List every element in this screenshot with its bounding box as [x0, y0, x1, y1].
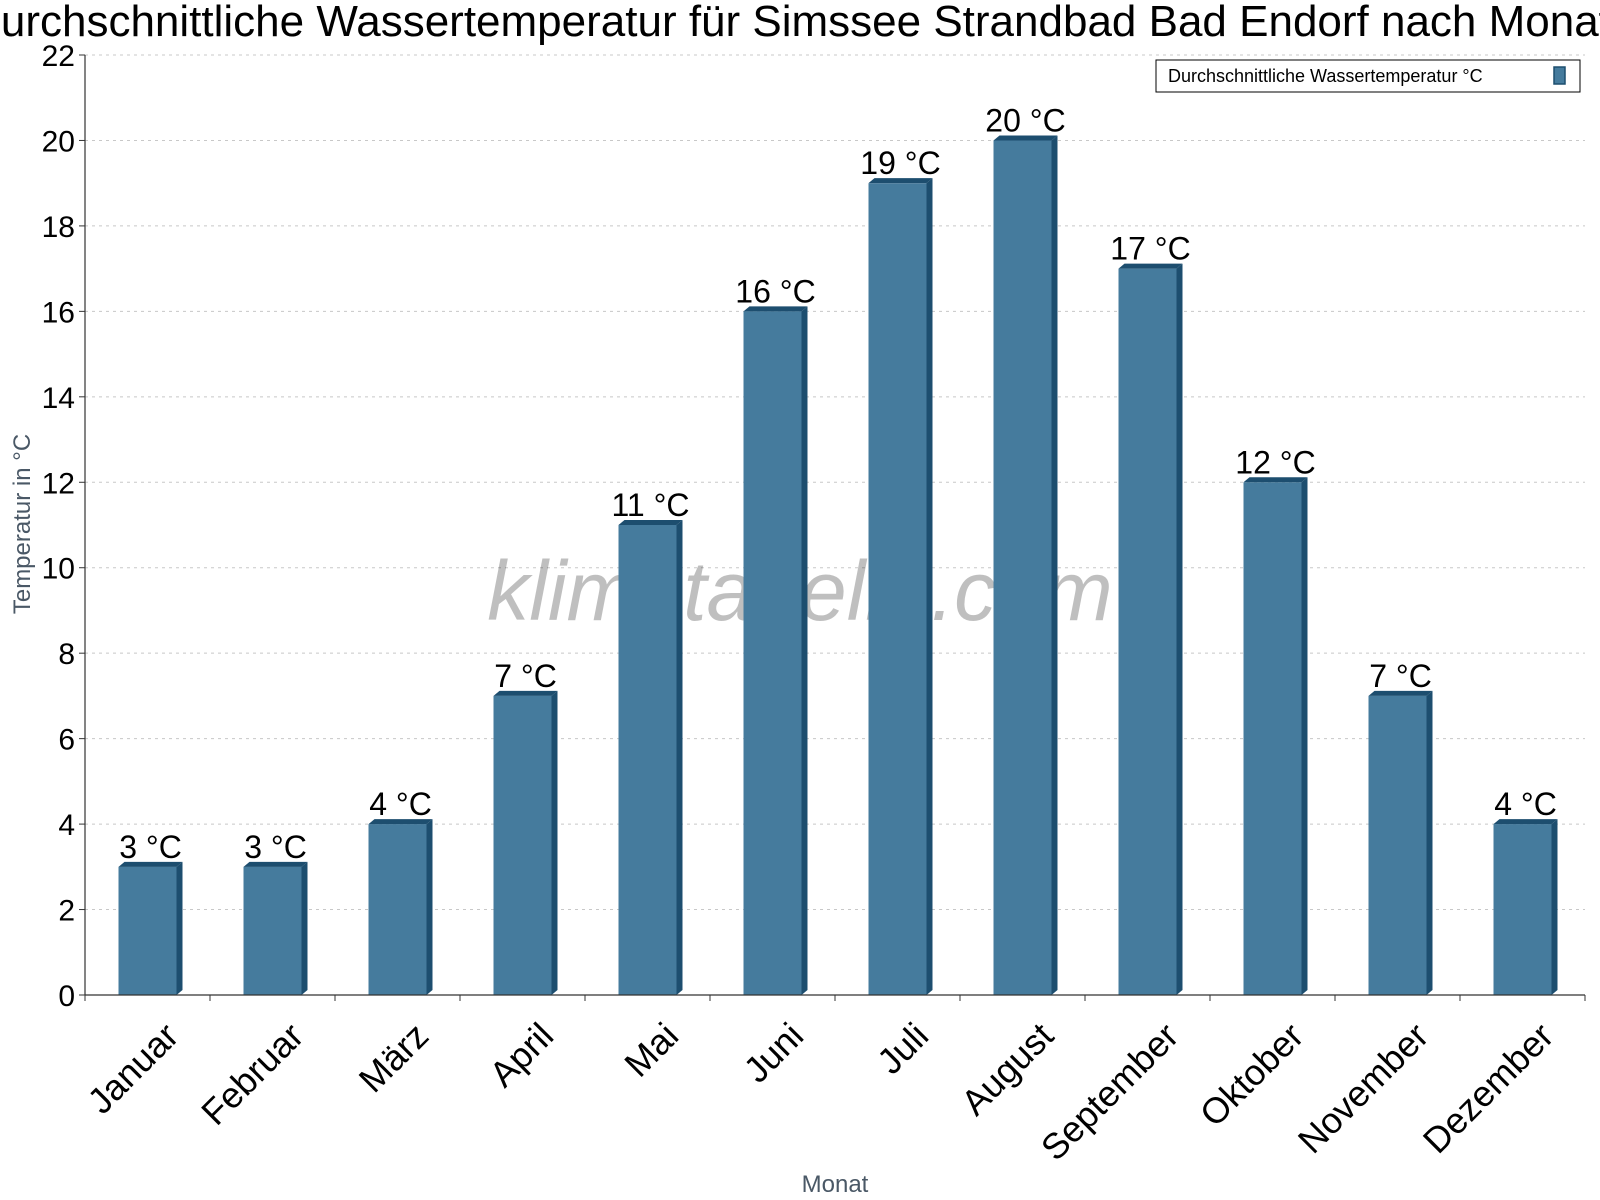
bar-side — [1051, 135, 1058, 996]
x-axis-title: Monat — [802, 1171, 869, 1198]
bar-front — [243, 866, 302, 995]
y-tick-label: 0 — [58, 980, 75, 1013]
y-tick-label: 14 — [42, 382, 75, 415]
x-tick-label: Juni — [736, 1015, 812, 1091]
bar-front — [1243, 482, 1302, 996]
bar-side — [676, 520, 683, 995]
y-tick-label: 20 — [42, 125, 75, 158]
data-label: 20 °C — [985, 102, 1065, 138]
data-label: 3 °C — [244, 829, 307, 865]
bar-side — [1176, 263, 1183, 995]
grid-lines — [85, 54, 1585, 911]
bar-top — [118, 861, 183, 867]
bar-top — [1243, 477, 1308, 483]
bar-front — [368, 824, 427, 995]
bar-front — [1118, 268, 1177, 995]
x-tick-label: August — [953, 1015, 1061, 1123]
bar-side — [801, 306, 808, 995]
x-tick-label: Juli — [869, 1015, 936, 1082]
x-tick-label: Februar — [193, 1015, 311, 1133]
y-tick-label: 8 — [58, 638, 75, 671]
bar — [868, 178, 933, 995]
x-tick-label: September — [1033, 1015, 1187, 1169]
bar-front — [118, 866, 177, 995]
y-tick-label: 12 — [42, 467, 75, 500]
bar — [243, 861, 308, 995]
x-tick-label: Mai — [616, 1015, 686, 1085]
data-label: 3 °C — [119, 829, 182, 865]
data-label: 4 °C — [369, 786, 432, 822]
y-tick-label: 22 — [42, 40, 75, 73]
legend-label: Durchschnittliche Wassertemperatur °C — [1168, 66, 1483, 86]
bar-top — [993, 135, 1058, 141]
data-label: 7 °C — [494, 658, 557, 694]
bar-top — [243, 861, 308, 867]
bar — [368, 819, 433, 995]
bar-top — [493, 690, 558, 696]
bar — [1368, 690, 1433, 995]
bar — [118, 861, 183, 995]
bar-side — [926, 178, 933, 995]
legend-box — [1155, 59, 1581, 93]
bar-side — [426, 819, 433, 995]
bar-front — [743, 311, 802, 995]
x-tick-label: Oktober — [1192, 1015, 1312, 1135]
x-tick-label: Januar — [79, 1015, 186, 1122]
data-label: 4 °C — [1494, 786, 1557, 822]
chart-title: Durchschnittliche Wassertemperatur für S… — [0, 0, 1600, 46]
data-labels: 3 °C 3 °C 4 °C 7 °C 11 °C 16 °C 19 °C 20 °C 17 °… — [119, 102, 1557, 864]
y-axis-title: Temperatur in °C — [9, 434, 36, 614]
y-tick-label: 6 — [58, 724, 75, 757]
data-label: 12 °C — [1235, 444, 1315, 480]
legend-swatch — [1553, 66, 1566, 85]
bar — [993, 135, 1058, 996]
bar-front — [1368, 695, 1427, 995]
bar — [743, 306, 808, 995]
x-tick-label: März — [351, 1015, 437, 1101]
bar-side — [176, 861, 183, 995]
bar-top — [868, 178, 933, 184]
bar-side — [1301, 477, 1308, 996]
data-label: 16 °C — [735, 273, 815, 309]
y-tick-label: 2 — [58, 895, 75, 928]
bar — [1118, 263, 1183, 995]
bar-top — [1118, 263, 1183, 269]
data-label: 19 °C — [860, 145, 940, 181]
data-label: 17 °C — [1110, 231, 1190, 267]
x-tick-label: Dezember — [1415, 1015, 1561, 1161]
bar-side — [1551, 819, 1558, 995]
bar-top — [618, 520, 683, 525]
y-tick-label: 18 — [42, 211, 75, 244]
bar-front — [993, 140, 1052, 996]
bar — [618, 520, 683, 995]
bar-front — [868, 183, 927, 995]
y-tick-label: 4 — [58, 809, 75, 842]
legend: Durchschnittliche Wassertemperatur °C — [1155, 59, 1581, 93]
bar-front — [493, 695, 552, 995]
bar-side — [1426, 690, 1433, 995]
x-tick-label: April — [481, 1015, 561, 1095]
bar-top — [368, 819, 433, 825]
data-label: 11 °C — [611, 487, 689, 523]
bar-side — [301, 861, 308, 995]
bar — [493, 690, 558, 995]
bar-top — [743, 306, 808, 312]
data-label: 7 °C — [1369, 658, 1432, 694]
x-tick-label: November — [1290, 1015, 1436, 1161]
bar — [1493, 819, 1558, 995]
bar-front — [1493, 824, 1552, 995]
bar-top — [1368, 690, 1433, 696]
bar-side — [551, 690, 558, 995]
bar-front — [618, 525, 677, 995]
y-tick-label: 16 — [42, 296, 75, 329]
bar — [1243, 477, 1308, 996]
bar-top — [1493, 819, 1558, 825]
y-tick-label: 10 — [42, 553, 75, 586]
bar-series — [118, 135, 1558, 996]
